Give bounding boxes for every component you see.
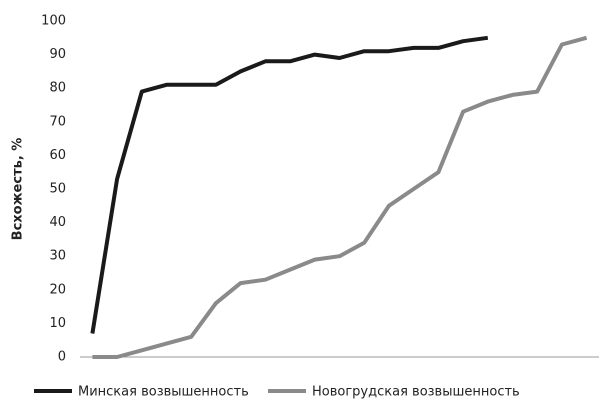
y-tick-label: 0 xyxy=(58,350,66,365)
y-tick-label: 70 xyxy=(49,114,66,129)
series-line xyxy=(92,35,588,359)
y-tick-label: 10 xyxy=(49,316,66,331)
y-tick-label: 20 xyxy=(49,282,66,297)
series-line xyxy=(90,35,489,334)
y-tick-label: 80 xyxy=(49,81,66,96)
legend-label: Минская возвышенность xyxy=(78,385,249,400)
y-tick-label: 40 xyxy=(49,215,66,230)
y-tick-label: 100 xyxy=(41,14,66,29)
y-tick-label: 90 xyxy=(49,47,66,62)
y-axis-label: Всхожесть, % xyxy=(11,138,26,241)
legend-label: Новогрудская возвышенность xyxy=(312,385,520,400)
y-tick-label: 60 xyxy=(49,148,66,163)
y-tick-label: 50 xyxy=(49,182,66,197)
y-tick-label: 30 xyxy=(49,249,66,264)
